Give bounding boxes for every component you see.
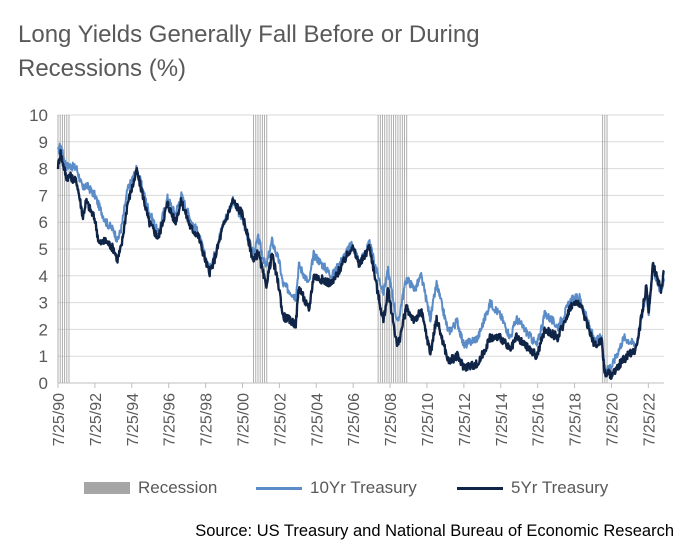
legend-item-recession: Recession xyxy=(84,478,217,498)
y-tick-label-2: 2 xyxy=(39,320,48,339)
y-tick-label-10: 10 xyxy=(29,106,48,125)
axes: 0 1 2 3 4 5 6 7 8 9 10 7/25/90 7/25/92 7/25/94 7/25/96… xyxy=(29,106,664,446)
legend-label-5yr: 5Yr Treasury xyxy=(511,478,609,497)
x-tick-label: 7/25/10 xyxy=(420,393,437,446)
chart-title: Long Yields Generally Fall Before or Dur… xyxy=(18,21,480,82)
x-tick-label: 7/25/18 xyxy=(568,393,585,446)
x-tick-label: 7/25/16 xyxy=(531,393,548,446)
x-tick-label: 7/25/92 xyxy=(88,393,105,446)
y-tick-label-0: 0 xyxy=(39,374,48,393)
yield-chart: 0 1 2 3 4 5 6 7 8 9 10 7/25/90 7/25/92 7/25/94 7/25/96… xyxy=(29,106,665,446)
x-tick-label: 7/25/08 xyxy=(383,393,400,446)
series-lines xyxy=(56,142,665,380)
x-tick-label: 7/25/90 xyxy=(51,393,68,446)
chart-legend: Recession 10Yr Treasury 5Yr Treasury xyxy=(0,478,700,502)
x-tick-label: 7/25/00 xyxy=(236,393,253,446)
x-tick-label: 7/25/94 xyxy=(125,393,142,446)
y-tick-label-8: 8 xyxy=(39,160,48,179)
y-tick-label-7: 7 xyxy=(39,186,48,205)
y-tick-label-1: 1 xyxy=(39,347,48,366)
x-tick-label: 7/25/02 xyxy=(272,393,289,446)
y-tick-label-6: 6 xyxy=(39,213,48,232)
x-tick-label: 7/25/20 xyxy=(605,393,622,446)
series-line-5yr xyxy=(56,149,665,380)
x-tick-label: 7/25/12 xyxy=(457,393,474,446)
legend-label-recession: Recession xyxy=(138,478,218,497)
legend-item-5yr: 5Yr Treasury xyxy=(457,478,608,498)
legend-item-10yr: 10Yr Treasury xyxy=(256,478,417,498)
recession-band-2 xyxy=(253,115,268,383)
y-tick-label-5: 5 xyxy=(39,240,48,259)
x-tick-label: 7/25/98 xyxy=(199,393,216,446)
legend-swatch-recession xyxy=(84,482,130,494)
x-tick-label: 7/25/96 xyxy=(162,393,179,446)
x-tick-label: 7/25/04 xyxy=(309,393,326,446)
y-tick-label-9: 9 xyxy=(39,133,48,152)
x-tick-label: 7/25/22 xyxy=(641,393,658,446)
grid-lines xyxy=(58,114,664,357)
legend-label-10yr: 10Yr Treasury xyxy=(310,478,417,497)
x-tick-label: 7/25/14 xyxy=(494,393,511,446)
y-tick-label-4: 4 xyxy=(39,267,48,286)
legend-swatch-5yr xyxy=(457,486,503,490)
legend-swatch-10yr xyxy=(256,486,302,490)
y-tick-label-3: 3 xyxy=(39,294,48,313)
source-note: Source: US Treasury and National Bureau … xyxy=(195,522,674,540)
x-tick-label: 7/25/06 xyxy=(346,393,363,446)
